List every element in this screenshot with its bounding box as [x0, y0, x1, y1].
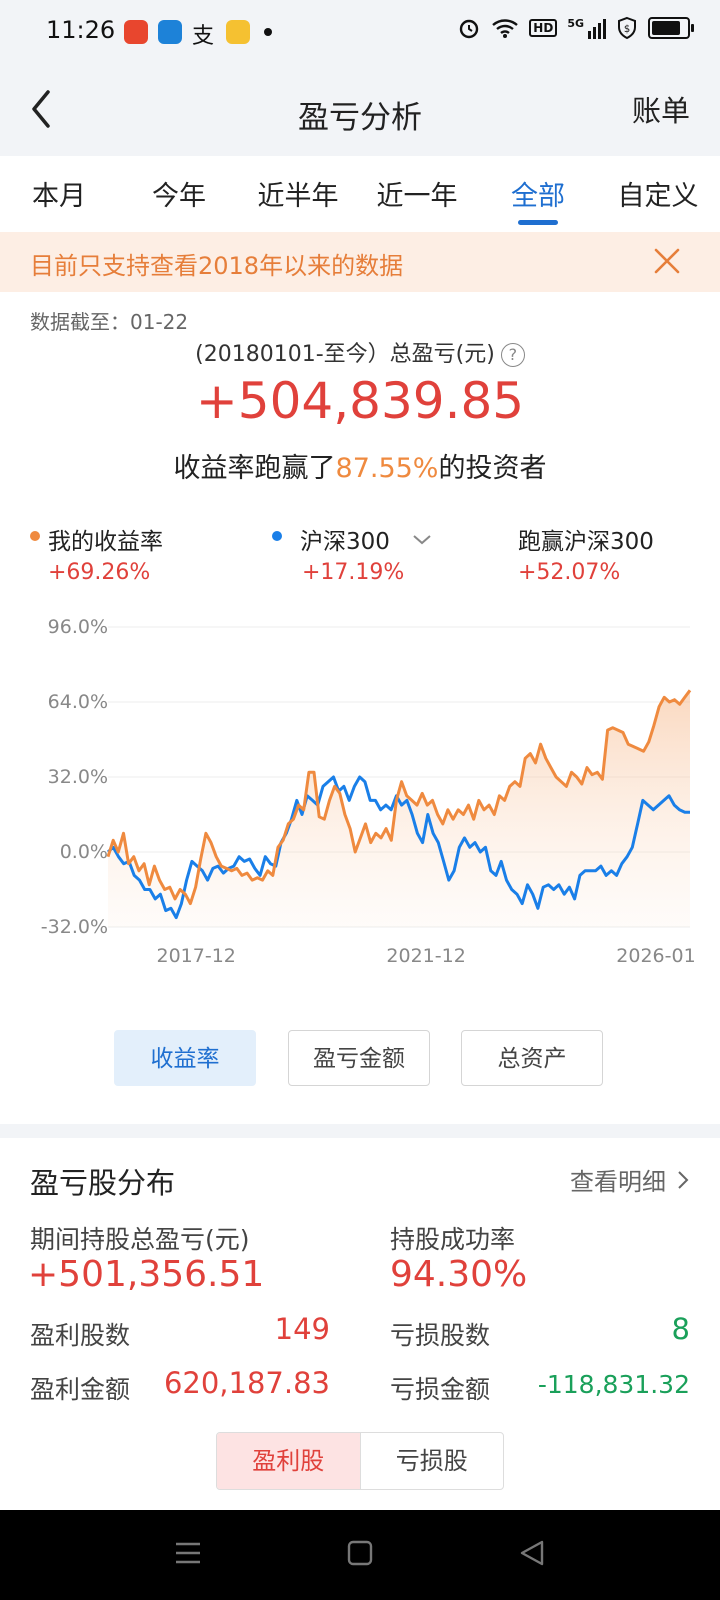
view-details-link[interactable]: 查看明细 — [570, 1162, 690, 1197]
y-tick-label: 96.0% — [48, 616, 108, 638]
network-type: 5G — [567, 17, 584, 30]
beat-suffix: 的投资者 — [438, 453, 547, 484]
status-icons: HD 5G $ — [457, 16, 694, 40]
x-axis-labels: 2017-12 2021-12 2026-01 — [157, 945, 696, 967]
x-tick-label: 2026-01 — [616, 945, 695, 967]
tab-this-month[interactable]: 本月 — [32, 181, 86, 212]
index-legend-label: 沪深300 — [300, 529, 390, 555]
beat-index-label: 跑赢沪深300 — [518, 529, 654, 555]
beat-percentage: 87.55% — [335, 453, 439, 484]
my-return-legend-dot — [30, 531, 40, 541]
my-return-legend-label: 我的收益率 — [48, 529, 163, 555]
index-selector[interactable]: 沪深300 — [300, 522, 433, 556]
loss-count-value: 8 — [671, 1312, 690, 1346]
bill-link[interactable]: 账单 — [631, 94, 690, 128]
loss-count-label: 亏损股数 — [390, 1321, 491, 1350]
profit-count-label: 盈利股数 — [30, 1321, 131, 1350]
more-notifications-icon — [264, 28, 272, 36]
menu-icon[interactable] — [174, 1540, 202, 1566]
chevron-right-icon — [678, 1170, 689, 1189]
investor-rank-line: 收益率跑赢了87.55%的投资者 — [0, 446, 720, 485]
my-return-line — [106, 689, 692, 906]
help-icon[interactable]: ? — [500, 343, 525, 367]
x-tick-label: 2021-12 — [386, 945, 465, 967]
y-tick-label: 64.0% — [48, 691, 108, 713]
app-notification-icon — [158, 20, 182, 44]
beat-prefix: 收益率跑赢了 — [173, 453, 336, 484]
status-time: 11:26 — [46, 16, 116, 44]
signal-icon: 5G — [567, 17, 606, 39]
chevron-down-icon — [413, 535, 431, 545]
period-label-text: (20180101-至今）总盈亏(元) — [195, 342, 495, 367]
loss-amount-label: 亏损金额 — [390, 1375, 491, 1404]
index-return-value: +17.19% — [302, 560, 405, 585]
success-rate-label: 持股成功率 — [390, 1225, 516, 1254]
loss-stocks-tab[interactable]: 亏损股 — [359, 1433, 504, 1489]
profit-stocks-tab[interactable]: 盈利股 — [217, 1433, 360, 1489]
metric-total-assets-button[interactable]: 总资产 — [461, 1030, 603, 1086]
alipay-icon: 支 — [192, 24, 215, 49]
loss-amount-value: -118,831.32 — [537, 1370, 690, 1399]
my-return-area — [108, 690, 690, 927]
tab-one-year[interactable]: 近一年 — [376, 181, 458, 212]
profit-amount-value: 620,187.83 — [163, 1366, 330, 1400]
system-nav-bar — [0, 1510, 720, 1600]
index-legend-dot — [272, 531, 282, 541]
tab-half-year[interactable]: 近半年 — [257, 181, 339, 212]
y-tick-label: 32.0% — [48, 766, 108, 788]
profit-count-value: 149 — [274, 1312, 330, 1346]
top-header: 盈亏分析 账单 — [0, 64, 720, 156]
data-as-of-date: 数据截至：01-22 — [30, 310, 189, 334]
beat-index-value: +52.07% — [518, 560, 621, 585]
alarm-icon — [460, 19, 479, 39]
my-return-value: +69.26% — [48, 560, 151, 585]
total-pnl-value: +504,839.85 — [195, 372, 525, 430]
active-tab-indicator — [518, 220, 558, 225]
hold-pnl-value: +501,356.51 — [28, 1254, 265, 1295]
period-tabs: 本月 今年 近半年 近一年 全部 自定义 — [0, 156, 720, 232]
app-notification-icon — [124, 20, 148, 44]
y-tick-label: 0.0% — [60, 841, 108, 863]
svg-text:$: $ — [624, 24, 630, 35]
data-range-notice: 目前只支持查看2018年以来的数据 — [0, 232, 720, 292]
home-icon[interactable] — [346, 1538, 374, 1568]
y-axis-labels: 96.0% 64.0% 32.0% 0.0% -32.0% — [41, 616, 108, 938]
tab-custom[interactable]: 自定义 — [617, 181, 699, 212]
metric-return-rate-button[interactable]: 收益率 — [114, 1030, 256, 1086]
tab-all[interactable]: 全部 — [511, 181, 565, 212]
profit-amount-label: 盈利金额 — [30, 1375, 131, 1404]
hd-icon: HD — [529, 19, 558, 37]
distribution-title: 盈亏股分布 — [30, 1166, 176, 1200]
success-rate-value: 94.30% — [390, 1254, 528, 1295]
total-pnl-label: (20180101-至今）总盈亏(元)? — [0, 336, 720, 368]
security-shield-icon: $ — [618, 16, 636, 40]
status-bar: 11:26 支 HD 5G $ — [0, 0, 720, 64]
return-chart[interactable]: 96.0% 64.0% 32.0% 0.0% -32.0% 2017-12 2021-12… — [0, 600, 720, 980]
back-arrow-icon[interactable] — [22, 84, 62, 134]
profit-loss-toggle: 盈利股 亏损股 — [216, 1432, 504, 1490]
page-title: 盈亏分析 — [298, 100, 422, 136]
app-notification-icon — [226, 20, 250, 44]
tab-this-year[interactable]: 今年 — [152, 181, 206, 212]
close-icon[interactable] — [652, 246, 682, 276]
y-tick-label: -32.0% — [41, 916, 108, 938]
index-return-line — [106, 775, 690, 920]
notice-text: 目前只支持查看2018年以来的数据 — [30, 252, 404, 280]
section-divider — [0, 1124, 720, 1138]
battery-icon — [648, 17, 694, 39]
metric-pnl-amount-button[interactable]: 盈亏金额 — [288, 1030, 430, 1086]
back-nav-icon[interactable] — [518, 1538, 546, 1568]
view-details-label: 查看明细 — [570, 1168, 666, 1196]
hold-pnl-label: 期间持股总盈亏(元) — [30, 1225, 250, 1254]
x-tick-label: 2017-12 — [157, 945, 236, 967]
wifi-icon — [492, 19, 519, 38]
